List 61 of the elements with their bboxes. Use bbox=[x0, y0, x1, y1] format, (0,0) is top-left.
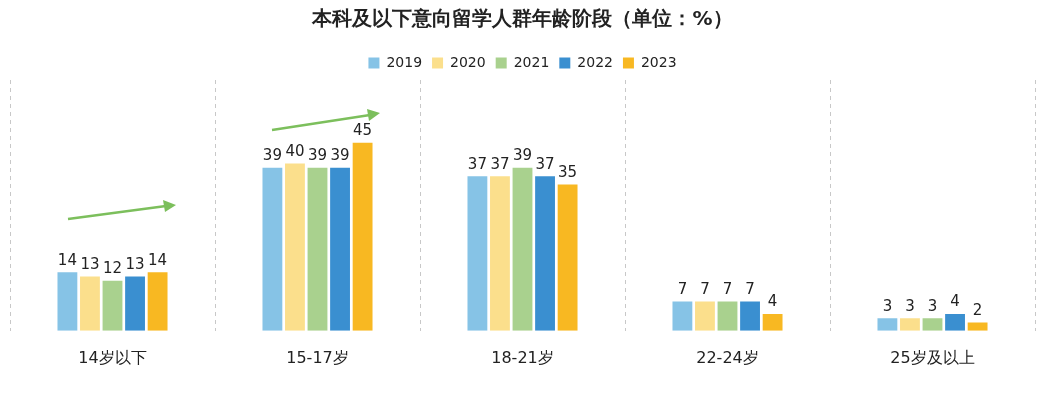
data-label: 35 bbox=[558, 162, 578, 181]
data-label: 14 bbox=[148, 250, 168, 269]
x-tick-label: 14岁以下 bbox=[78, 347, 147, 367]
data-label: 3 bbox=[882, 296, 893, 315]
bar bbox=[967, 322, 988, 331]
bar bbox=[672, 301, 693, 331]
bar bbox=[945, 314, 965, 331]
data-label: 4 bbox=[950, 292, 960, 311]
data-label: 45 bbox=[353, 121, 373, 140]
data-label: 12 bbox=[102, 259, 123, 278]
data-label: 7 bbox=[745, 279, 755, 298]
legend-label: 2022 bbox=[577, 53, 613, 70]
legend-label: 2020 bbox=[450, 53, 486, 70]
data-label: 13 bbox=[125, 254, 145, 273]
bar bbox=[922, 318, 943, 331]
bar bbox=[490, 176, 510, 331]
data-label: 39 bbox=[330, 146, 350, 165]
x-tick-label: 22-24岁 bbox=[696, 347, 759, 367]
bar bbox=[740, 301, 760, 331]
legend-label: 2021 bbox=[513, 53, 550, 70]
data-label: 37 bbox=[490, 154, 510, 173]
data-label: 7 bbox=[700, 279, 710, 298]
data-label: 4 bbox=[767, 292, 778, 311]
bar bbox=[307, 167, 328, 331]
data-label: 37 bbox=[535, 154, 555, 173]
data-label: 7 bbox=[722, 279, 733, 298]
bar bbox=[352, 142, 373, 331]
bar bbox=[57, 272, 78, 331]
bar bbox=[262, 167, 283, 331]
bar bbox=[900, 318, 920, 331]
data-label: 14 bbox=[57, 250, 77, 269]
bar bbox=[877, 318, 898, 331]
bar bbox=[557, 184, 578, 331]
bar bbox=[762, 314, 783, 331]
bar bbox=[285, 163, 305, 331]
bar bbox=[512, 167, 533, 331]
bar bbox=[330, 167, 350, 331]
x-tick-label: 25岁及以上 bbox=[890, 347, 975, 367]
data-label: 3 bbox=[905, 296, 915, 315]
bar bbox=[467, 176, 488, 331]
data-label: 40 bbox=[285, 141, 305, 160]
bar bbox=[102, 280, 123, 331]
bar bbox=[535, 176, 555, 331]
data-label: 2 bbox=[972, 300, 983, 319]
data-label: 39 bbox=[307, 146, 328, 165]
legend-label: 2019 bbox=[386, 53, 423, 70]
bar bbox=[147, 272, 168, 331]
chart-title: 本科及以下意向留学人群年龄阶段（单位：%） bbox=[311, 6, 733, 31]
bar bbox=[125, 276, 145, 331]
data-label: 39 bbox=[512, 146, 533, 165]
bar bbox=[717, 301, 738, 331]
data-label: 39 bbox=[262, 146, 282, 165]
data-label: 3 bbox=[927, 296, 938, 315]
data-label: 7 bbox=[677, 279, 688, 298]
x-tick-label: 18-21岁 bbox=[491, 347, 554, 367]
x-tick-label: 15-17岁 bbox=[286, 347, 349, 367]
bar bbox=[80, 276, 100, 331]
data-label: 13 bbox=[80, 254, 100, 273]
legend-label: 2023 bbox=[640, 53, 677, 70]
data-label: 37 bbox=[467, 154, 487, 173]
bar bbox=[695, 301, 715, 331]
